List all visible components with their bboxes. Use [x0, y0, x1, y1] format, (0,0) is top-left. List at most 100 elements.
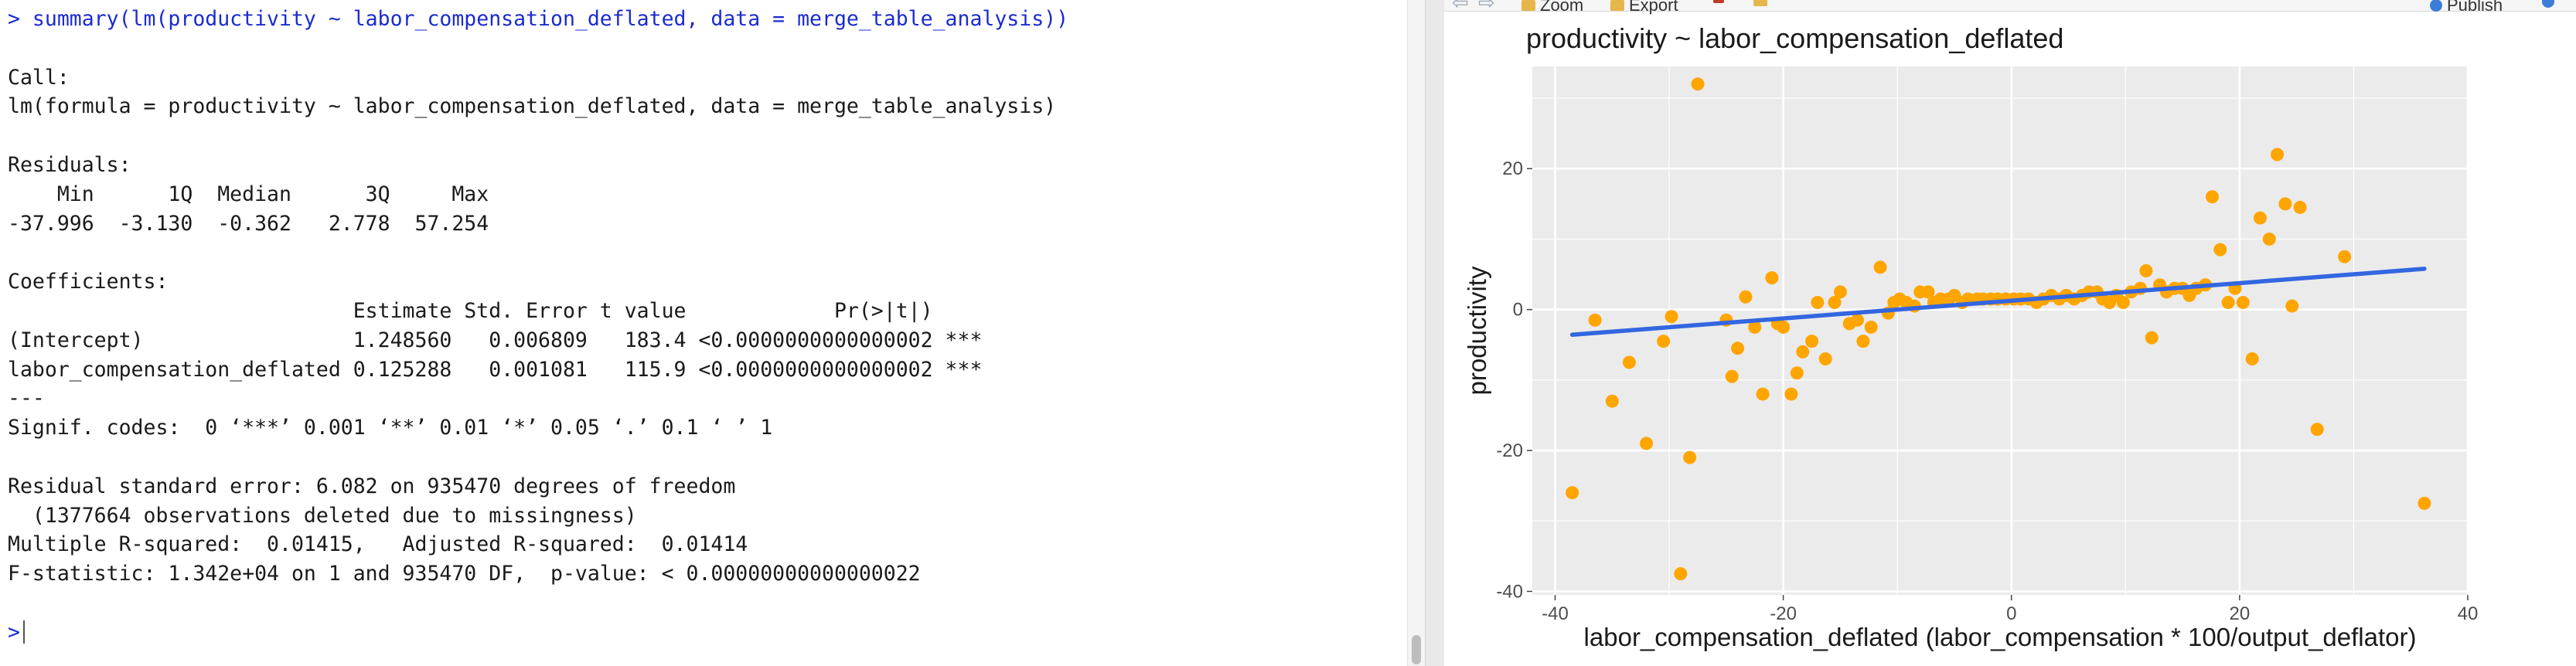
chart-title: productivity ~ labor_compensation_deflat… — [1526, 22, 2063, 54]
scatter-plot: productivity ~ labor_compensation_deflat… — [1463, 22, 2478, 651]
console-line: (1377664 observations deleted due to mis… — [8, 503, 637, 528]
forward-arrow-icon[interactable]: ⇨ — [1478, 0, 1495, 14]
data-point — [1851, 313, 1865, 327]
plot-toolbar: ⇦ ⇨ Zoom Export Publish — [1444, 0, 2576, 15]
console-line: Residual standard error: 6.082 on 935470… — [8, 474, 736, 498]
console-line — [8, 121, 1068, 151]
refresh-icon — [2542, 0, 2554, 8]
data-point — [1588, 313, 1602, 327]
data-point — [2205, 190, 2219, 204]
regression-line-path — [1569, 267, 2427, 337]
x-tick-label: 20 — [2230, 603, 2251, 624]
console-line: lm(formula = productivity ~ labor_compen… — [8, 94, 1057, 119]
publish-label: Publish — [2447, 0, 2503, 15]
console-line: --- — [8, 386, 45, 411]
data-point — [1640, 437, 1654, 450]
pane-splitter[interactable] — [1425, 0, 1445, 666]
data-point — [1683, 450, 1697, 464]
plots-pane: ⇦ ⇨ Zoom Export Publish productivity ~ l… — [1444, 0, 2576, 666]
data-point — [1691, 77, 1705, 91]
data-point — [1674, 567, 1688, 581]
data-point — [1777, 320, 1791, 334]
data-point — [2139, 263, 2153, 277]
data-points — [1566, 77, 2431, 581]
clear-plots-button[interactable] — [1753, 0, 1767, 6]
x-tick-label: -20 — [1770, 603, 1797, 624]
data-point — [1833, 285, 1847, 299]
data-point — [1818, 352, 1832, 365]
data-point — [1856, 335, 1870, 348]
console-line — [8, 34, 1068, 63]
x-axis-label: labor_compensation_deflated (labor_compe… — [1584, 623, 2417, 651]
console-line: Call: — [8, 65, 70, 90]
data-point — [1805, 335, 1819, 348]
y-tick-label: -20 — [1496, 440, 1523, 461]
publish-button[interactable]: Publish — [2430, 0, 2503, 15]
data-point — [1657, 335, 1671, 348]
data-point — [1566, 486, 1579, 500]
console-line: Residuals: — [8, 152, 131, 177]
grid-major — [1532, 66, 2469, 595]
data-point — [1790, 366, 1804, 380]
data-point — [2213, 243, 2227, 257]
regression-line — [1569, 267, 2427, 337]
data-point — [2253, 211, 2267, 225]
zoom-icon — [1521, 0, 1535, 11]
data-point — [1796, 345, 1810, 358]
data-point — [2285, 299, 2299, 313]
data-point — [2310, 423, 2324, 437]
x-tick-label: 0 — [2006, 603, 2016, 624]
x-tick-label: 40 — [2458, 603, 2479, 624]
console-line: > summary(lm(productivity ~ labor_compen… — [8, 7, 1069, 31]
data-point — [2145, 331, 2159, 345]
console-line — [8, 589, 1068, 618]
console-line: labor_compensation_deflated 0.125288 0.0… — [8, 357, 983, 382]
console-line: -37.996 -3.130 -0.362 2.778 57.254 — [8, 211, 502, 236]
console-output: > summary(lm(productivity ~ labor_compen… — [8, 5, 1068, 647]
console-line — [8, 238, 1068, 267]
console-line: (Intercept) 1.248560 0.006809 183.4 <0.0… — [8, 328, 983, 352]
x-tick-label: -40 — [1542, 603, 1569, 624]
data-point — [1622, 355, 1636, 369]
console-line: Coefficients: — [8, 270, 169, 294]
console-line: Min 1Q Median 3Q Max — [8, 182, 502, 206]
remove-plot-button[interactable] — [1713, 0, 1724, 3]
axis-ticks: -40 -20 0 20 40 -40 -20 0 20 — [1496, 158, 2478, 624]
data-point — [1665, 310, 1678, 324]
export-label: Export — [1629, 0, 1678, 15]
data-point — [1725, 369, 1739, 383]
data-point — [1605, 394, 1619, 408]
prompt-symbol: > — [8, 620, 20, 644]
data-point — [2338, 250, 2352, 263]
console-scrollbar-thumb[interactable] — [1412, 635, 1421, 664]
y-axis-label: productivity — [1463, 266, 1491, 395]
console-pane[interactable]: > summary(lm(productivity ~ labor_compen… — [0, 0, 1407, 666]
back-arrow-icon[interactable]: ⇦ — [1452, 0, 1469, 14]
plot-panel — [1532, 66, 2468, 595]
remove-plot-icon — [1713, 0, 1724, 3]
data-point — [2236, 296, 2250, 310]
data-point — [1784, 387, 1798, 401]
data-point — [2245, 352, 2259, 365]
data-point — [1739, 290, 1753, 304]
console-line — [8, 443, 1068, 472]
data-point — [2278, 197, 2292, 211]
data-point — [1873, 260, 1887, 274]
data-point — [1921, 285, 1935, 299]
broom-icon — [1753, 0, 1767, 6]
refresh-plot-button[interactable] — [2542, 0, 2554, 8]
data-point — [1811, 296, 1825, 310]
grid-minor — [1532, 66, 2468, 595]
zoom-label: Zoom — [1540, 0, 1584, 15]
export-icon — [1610, 0, 1624, 11]
y-tick-label: -40 — [1496, 581, 1523, 602]
data-point — [1748, 320, 1762, 334]
y-tick-label: 0 — [1513, 300, 1523, 321]
export-button[interactable]: Export — [1610, 0, 1678, 15]
data-point — [2116, 296, 2130, 310]
data-point — [1828, 296, 1842, 310]
console-scrollbar[interactable] — [1407, 0, 1425, 666]
publish-icon — [2430, 0, 2442, 12]
console-prompt[interactable]: > — [8, 618, 1068, 647]
zoom-button[interactable]: Zoom — [1521, 0, 1583, 15]
